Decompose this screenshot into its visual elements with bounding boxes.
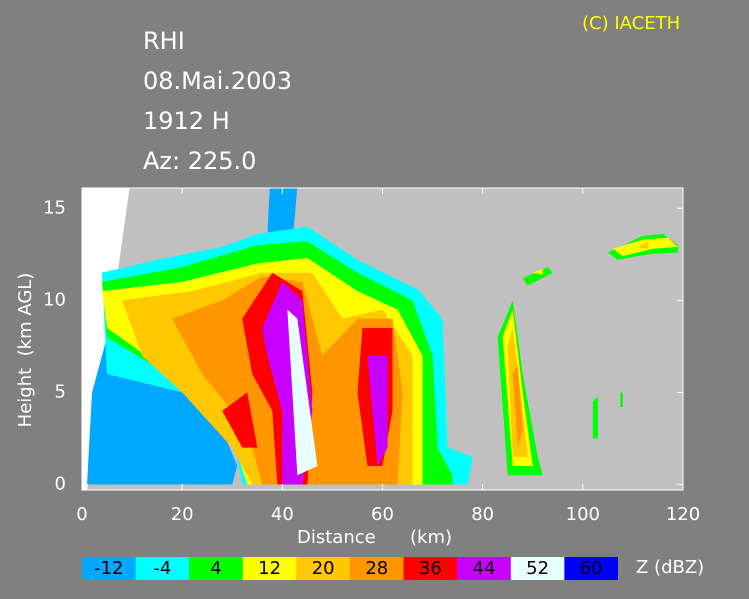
colorbar-label: 44 [473,558,496,579]
reflectivity-area [637,241,648,249]
colorbar-label: -12 [94,558,123,579]
colorbar-box [564,557,618,580]
colorbar-box [82,557,136,580]
colorbar-label: 60 [580,558,603,579]
y-tick-label: 0 [55,473,66,494]
colorbar-label: 28 [365,558,388,579]
copyright: (C) IACETH [582,13,680,34]
colorbar-label: 12 [258,558,281,579]
reflectivity-area [222,392,258,448]
colorbar-box [189,557,243,580]
x-tick-label: 0 [76,504,87,525]
title-line: RHI [143,27,185,55]
colorbar-label: 36 [419,558,442,579]
y-tick-label: 5 [55,381,66,402]
y-tick-label: 10 [43,289,66,310]
colorbar-label: 52 [526,558,549,579]
x-tick-label: 20 [171,504,194,525]
y-axis-title: Height (km AGL) [15,273,36,428]
title-line: 08.Mai.2003 [143,67,292,95]
reflectivity-area [367,355,388,467]
y-tick-label: 15 [43,197,66,218]
colorbar-box [510,557,565,580]
colorbar-title: Z (dBZ) [636,557,704,578]
reflectivity-area [512,364,523,448]
colorbar-box [350,557,404,580]
field [82,188,678,490]
colorbar-label: -4 [153,558,171,579]
x-tick-label: 40 [271,504,294,525]
reflectivity-area [532,269,543,275]
colorbar-box [296,557,350,580]
x-tick-label: 120 [666,504,700,525]
title-line: Az: 225.0 [143,147,256,175]
reflectivity-area [287,309,318,476]
colorbar-box [242,557,297,580]
reflectivity-area [620,392,623,408]
reflectivity-area [592,396,598,439]
colorbar-box [457,557,511,580]
reflectivity-area [522,267,553,286]
x-tick-label: 60 [371,504,394,525]
x-tick-label: 100 [566,504,600,525]
x-axis-title: Distance (km) [297,527,452,548]
x-tick-label: 80 [471,504,494,525]
colorbar-label: 20 [312,558,335,579]
colorbar-box [135,557,190,580]
title-line: 1912 H [143,107,230,135]
colorbar-box [403,557,458,580]
colorbar-label: 4 [210,558,221,579]
